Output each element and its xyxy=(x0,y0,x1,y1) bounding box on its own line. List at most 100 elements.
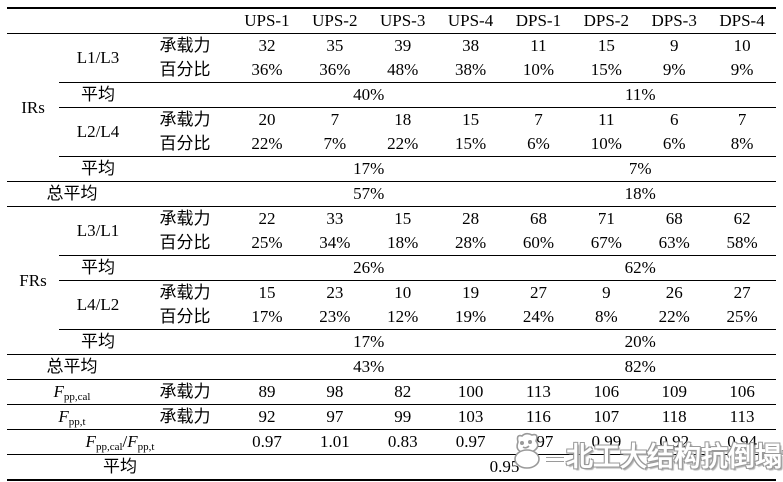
subgroup-label: L3/L1 xyxy=(59,206,137,256)
column-header: UPS-3 xyxy=(380,11,426,30)
total-avg-value: 18% xyxy=(504,181,776,207)
total-avg-value: 43% xyxy=(233,354,505,380)
data-cell: 25% xyxy=(726,307,758,326)
avg-value: 17% xyxy=(233,156,505,182)
data-cell: 109 xyxy=(640,379,709,405)
table-row: 平均 40% 11% xyxy=(7,82,776,108)
column-header: DPS-1 xyxy=(515,11,562,30)
metric-label: 百分比 xyxy=(159,233,211,252)
data-cell: 15% xyxy=(454,134,487,153)
results-table-wrapper: UPS-1 UPS-2 UPS-3 UPS-4 DPS-1 DPS-2 DPS-3 DPS-4… xyxy=(7,7,776,481)
data-cell: 26 xyxy=(640,280,709,305)
subgroup-label: L2/L4 xyxy=(59,107,137,157)
column-header: UPS-1 xyxy=(244,11,290,30)
data-cell: 106 xyxy=(572,379,641,405)
metric-label: 承载力 xyxy=(137,404,233,430)
data-cell: 0.94 xyxy=(708,429,776,455)
table-row: 平均 0.95 xyxy=(7,454,776,480)
data-cell: 7 xyxy=(708,107,776,132)
data-cell: 103 xyxy=(436,404,505,430)
f-pp-t-label: Fpp,t xyxy=(7,404,137,430)
data-cell: 19% xyxy=(454,307,487,326)
data-cell: 36% xyxy=(251,60,283,79)
data-cell: 0.97 xyxy=(436,429,505,455)
data-cell: 24% xyxy=(522,307,555,326)
data-cell: 38 xyxy=(436,33,505,58)
table-row: 平均 17% 7% xyxy=(7,156,776,182)
data-cell: 32 xyxy=(233,33,301,58)
data-cell xyxy=(137,82,233,108)
avg-label: 平均 xyxy=(59,255,137,281)
data-cell: 34% xyxy=(319,233,351,252)
data-cell: 23% xyxy=(319,307,351,326)
data-cell: 8% xyxy=(594,307,618,326)
data-cell: 62 xyxy=(708,206,776,231)
table-row: 百分比 36% 36% 48% 38% 10% 15% 9% 9% xyxy=(7,58,776,83)
avg-label: 平均 xyxy=(59,82,137,108)
metric-label: 承载力 xyxy=(137,280,233,305)
metric-label: 承载力 xyxy=(137,107,233,132)
data-cell: 107 xyxy=(572,404,641,430)
data-cell: 113 xyxy=(504,379,573,405)
total-avg-label: 总平均 xyxy=(7,181,137,207)
data-cell: 1.01 xyxy=(300,429,369,455)
column-header: UPS-4 xyxy=(447,11,494,30)
data-cell: 58% xyxy=(726,233,758,252)
avg-value: 17% xyxy=(233,329,505,355)
data-cell: 118 xyxy=(640,404,709,430)
subgroup-label: L1/L3 xyxy=(59,33,137,83)
table-row: 百分比 25% 34% 18% 28% 60% 67% 63% 58% xyxy=(7,231,776,256)
data-cell: 7 xyxy=(504,107,573,132)
data-cell: 82 xyxy=(368,379,437,405)
total-avg-value: 82% xyxy=(504,354,776,380)
data-cell xyxy=(137,255,233,281)
metric-label: 承载力 xyxy=(137,206,233,231)
data-cell xyxy=(137,156,233,182)
data-cell: 22% xyxy=(251,134,283,153)
header-row: UPS-1 UPS-2 UPS-3 UPS-4 DPS-1 DPS-2 DPS-3 DPS-4 xyxy=(7,8,776,34)
table-row: 平均 17% 20% xyxy=(7,329,776,355)
data-cell: 0.97 xyxy=(233,429,301,455)
data-cell: 36% xyxy=(319,60,351,79)
data-cell: 35 xyxy=(300,33,369,58)
table-row: Fpp,cal 承载力 89 98 82 100 113 106 109 106 xyxy=(7,379,776,405)
results-table-body: UPS-1 UPS-2 UPS-3 UPS-4 DPS-1 DPS-2 DPS-3 DPS-4… xyxy=(7,8,776,480)
data-cell: 23 xyxy=(300,280,369,305)
avg-label: 平均 xyxy=(59,156,137,182)
data-cell: 92 xyxy=(233,404,301,430)
data-cell: 9 xyxy=(640,33,709,58)
data-cell xyxy=(137,329,233,355)
table-row: L2/L4 承载力 20 7 18 15 7 11 6 7 xyxy=(7,107,776,157)
table-row: L4/L2 承载力 15 23 10 19 27 9 26 27 xyxy=(7,280,776,330)
data-cell: 113 xyxy=(708,404,776,430)
data-cell: 10% xyxy=(522,60,555,79)
group-label-frs: FRs xyxy=(7,206,59,355)
data-cell: 67% xyxy=(590,233,622,252)
data-cell: 27 xyxy=(504,280,573,305)
data-cell: 28 xyxy=(436,206,505,231)
data-cell: 0.97 xyxy=(504,429,573,455)
data-cell: 39 xyxy=(368,33,437,58)
data-cell: 6 xyxy=(640,107,709,132)
avg-value: 26% xyxy=(233,255,505,281)
avg-value: 40% xyxy=(233,82,505,108)
metric-label: 百分比 xyxy=(159,60,211,79)
data-cell: 15 xyxy=(436,107,505,132)
data-cell: 10 xyxy=(368,280,437,305)
data-cell: 9% xyxy=(662,60,686,79)
data-cell: 8% xyxy=(730,134,754,153)
data-cell: 89 xyxy=(233,379,301,405)
data-cell: 15 xyxy=(368,206,437,231)
data-cell: 63% xyxy=(658,233,690,252)
data-cell: 11 xyxy=(504,33,573,58)
data-cell: 100 xyxy=(436,379,505,405)
data-cell: 0.83 xyxy=(368,429,437,455)
data-cell: 33 xyxy=(300,206,369,231)
data-cell: 18 xyxy=(368,107,437,132)
data-cell: 68 xyxy=(504,206,573,231)
data-cell: 17% xyxy=(251,307,283,326)
data-cell: 98 xyxy=(300,379,369,405)
data-cell: 0.99 xyxy=(572,429,641,455)
overall-ratio-avg: 0.95 xyxy=(233,454,776,480)
